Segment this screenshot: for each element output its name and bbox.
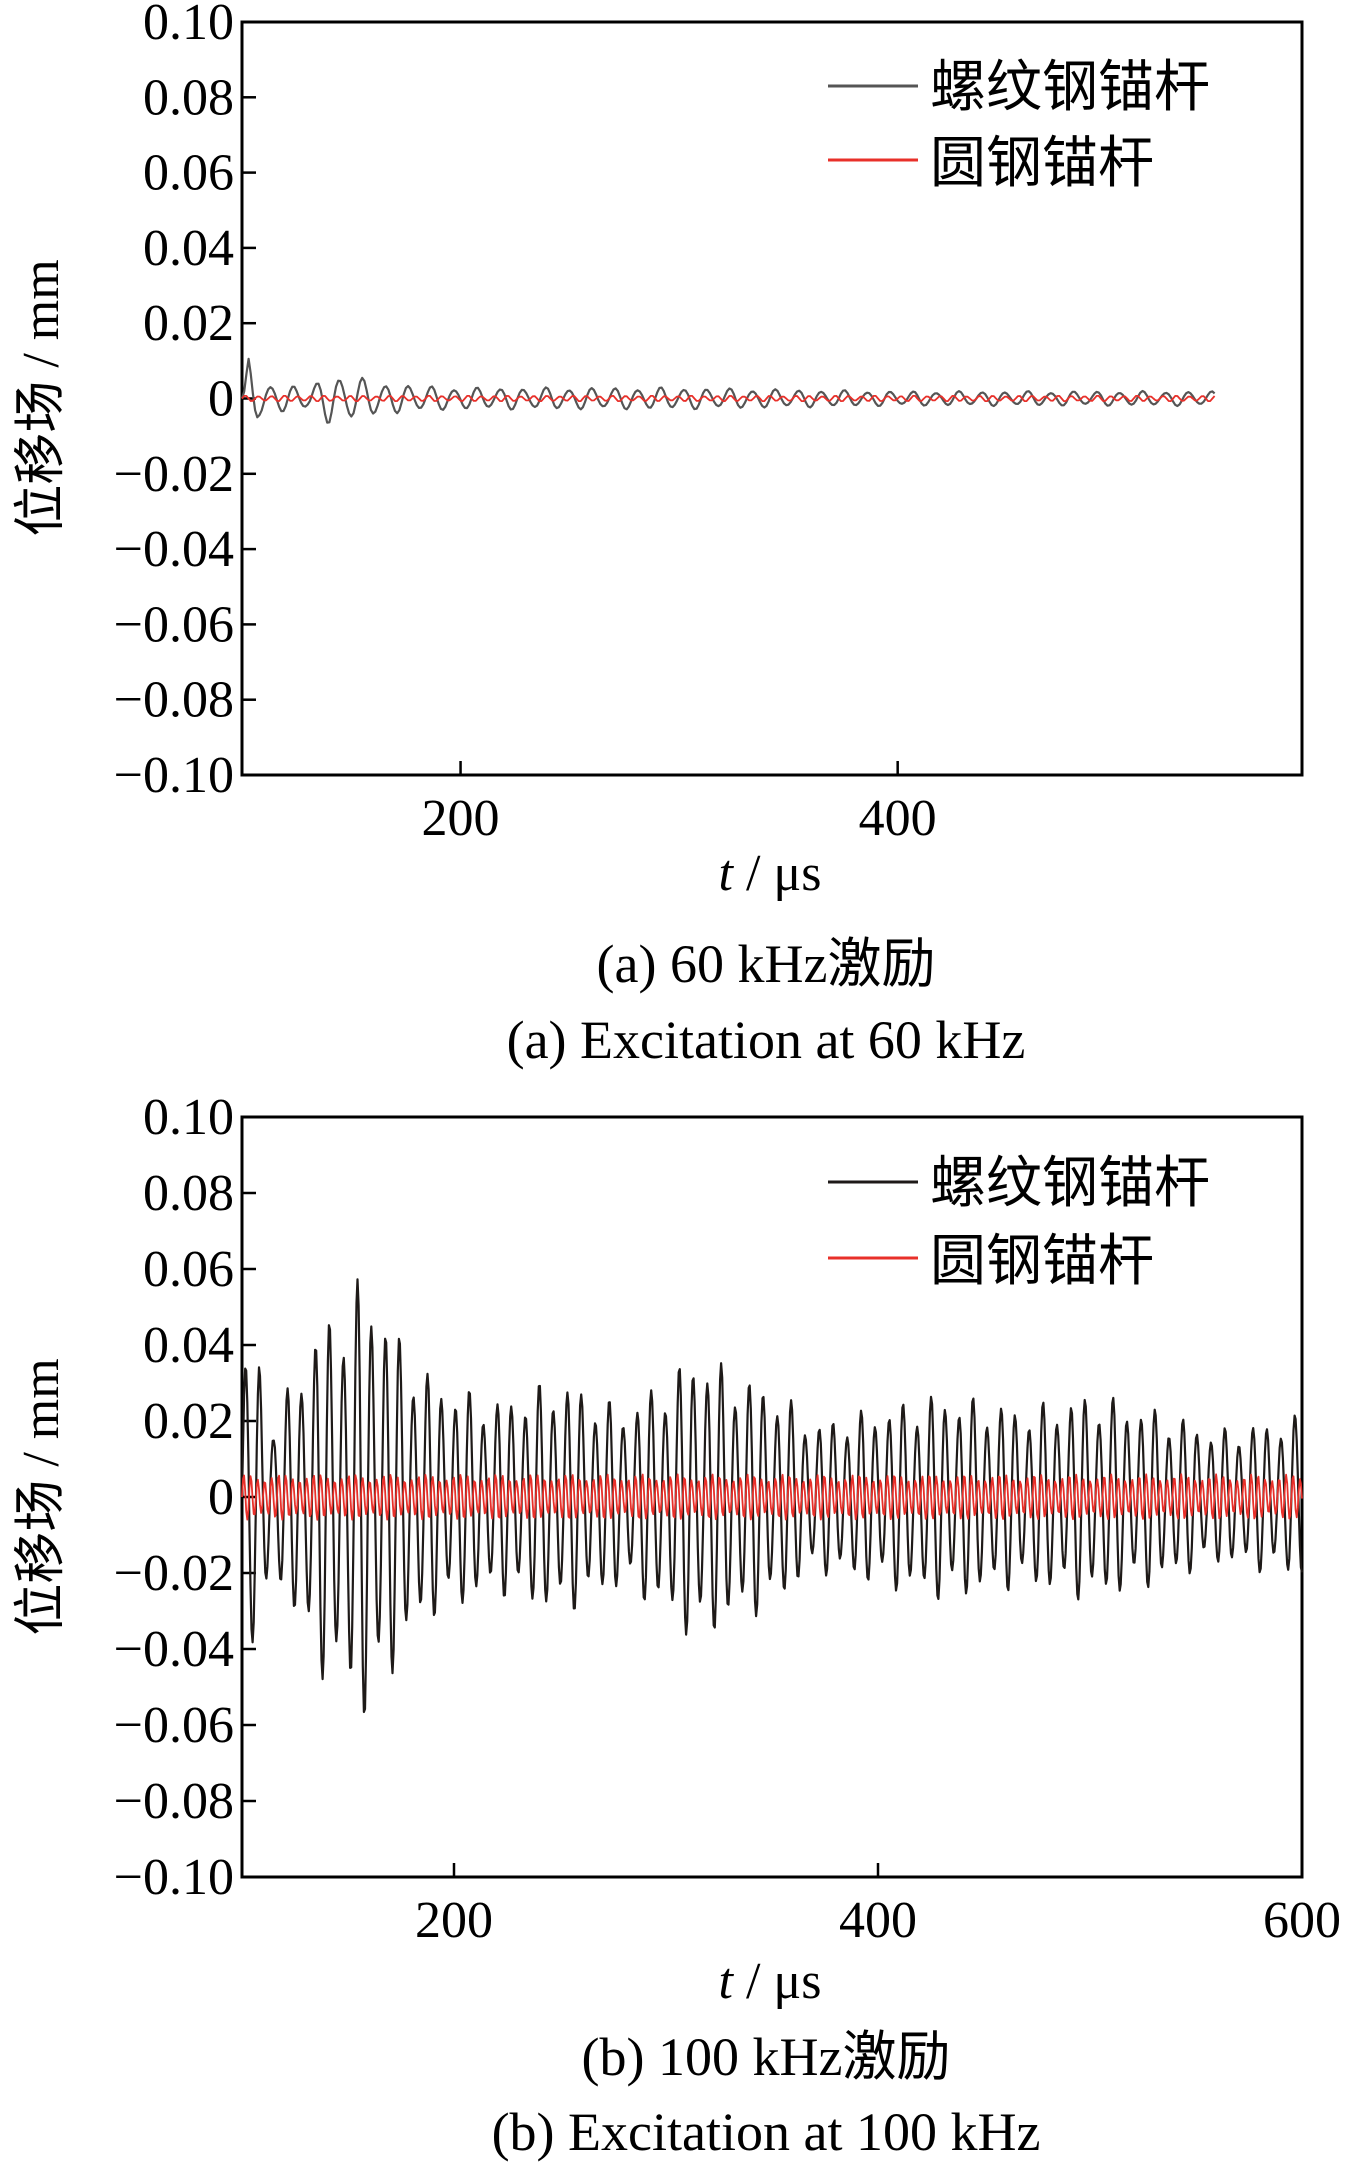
legend-label-round-a: 圆钢锚杆	[930, 133, 1154, 195]
series-line-b-round-steel	[241, 1473, 1303, 1521]
y-tick-label-a-3: 0.04	[143, 220, 234, 277]
caption-en-b: (b) Excitation at 100 kHz	[492, 2102, 1041, 2162]
x-tick-label-b-1: 400	[839, 1892, 917, 1949]
y-tick-label-a-10: −0.10	[114, 747, 234, 804]
y-tick-label-b-5: 0	[208, 1469, 234, 1526]
y-tick-label-a-9: −0.08	[114, 672, 234, 729]
caption-cn-b: (b) 100 kHz激励	[582, 2027, 951, 2087]
y-tick-label-b-2: 0.06	[143, 1241, 234, 1298]
y-tick-label-b-4: 0.02	[143, 1393, 234, 1450]
x-axis-label-b: t / μs	[718, 1953, 821, 2010]
y-tick-label-b-6: −0.02	[114, 1545, 234, 1602]
panel-a: 0.10 0.08 0.06 0.04 0.02 0 −0.02 −0.04 −0.06 −0.0…	[13, 0, 1304, 1070]
x-tick-label-a-0: 200	[422, 790, 500, 847]
series-lines-b	[240, 1278, 1304, 1714]
y-tick-label-b-7: −0.04	[114, 1621, 234, 1678]
panel-b: 0.10 0.08 0.06 0.04 0.02 0 −0.02 −0.04 −0.06 −0.0…	[13, 1089, 1341, 2162]
legend-label-rebar-b: 螺纹钢锚杆	[930, 1153, 1210, 1215]
y-tick-label-a-8: −0.06	[114, 596, 234, 653]
x-ticks-b: 200 400 600	[415, 1863, 1341, 1949]
y-tick-label-b-9: −0.08	[114, 1773, 234, 1830]
legend-b: 螺纹钢锚杆 圆钢锚杆	[828, 1153, 1210, 1293]
y-tick-label-a-2: 0.06	[143, 145, 234, 202]
x-tick-label-b-2: 600	[1263, 1892, 1341, 1949]
y-axis-label-a: 位移场 / mm	[13, 259, 70, 536]
y-tick-label-a-5: 0	[208, 371, 234, 428]
y-tick-label-b-10: −0.10	[114, 1849, 234, 1906]
y-tick-label-b-0: 0.10	[143, 1089, 234, 1146]
y-tick-label-a-0: 0.10	[143, 0, 234, 51]
y-ticks-a: 0.10 0.08 0.06 0.04 0.02 0 −0.02 −0.04 −0.06 −0.0…	[114, 0, 256, 804]
legend-label-rebar-a: 螺纹钢锚杆	[930, 57, 1210, 119]
y-tick-label-a-1: 0.08	[143, 69, 234, 126]
y-ticks-b: 0.10 0.08 0.06 0.04 0.02 0 −0.02 −0.04 −0.06 −0.0…	[114, 1089, 256, 1906]
y-tick-label-a-6: −0.02	[114, 446, 234, 503]
legend-label-round-b: 圆钢锚杆	[930, 1231, 1154, 1293]
y-tick-label-a-7: −0.04	[114, 521, 234, 578]
x-axis-label-a: t / μs	[718, 845, 821, 902]
legend-a: 螺纹钢锚杆 圆钢锚杆	[828, 57, 1210, 195]
y-tick-label-b-3: 0.04	[143, 1317, 234, 1374]
caption-en-a: (a) Excitation at 60 kHz	[507, 1010, 1026, 1070]
series-lines-a	[240, 357, 1216, 424]
series-line-a-rebar	[240, 357, 1216, 424]
y-axis-label-b: 位移场 / mm	[13, 1358, 70, 1635]
x-tick-label-b-0: 200	[415, 1892, 493, 1949]
x-ticks-a: 200 400	[422, 761, 937, 847]
series-line-b-rebar	[240, 1278, 1304, 1714]
y-tick-label-a-4: 0.02	[143, 295, 234, 352]
series-line-a-round-steel	[241, 395, 1216, 402]
x-tick-label-a-1: 400	[859, 790, 937, 847]
caption-cn-a: (a) 60 kHz激励	[597, 934, 936, 994]
y-tick-label-b-8: −0.06	[114, 1697, 234, 1754]
y-tick-label-b-1: 0.08	[143, 1165, 234, 1222]
